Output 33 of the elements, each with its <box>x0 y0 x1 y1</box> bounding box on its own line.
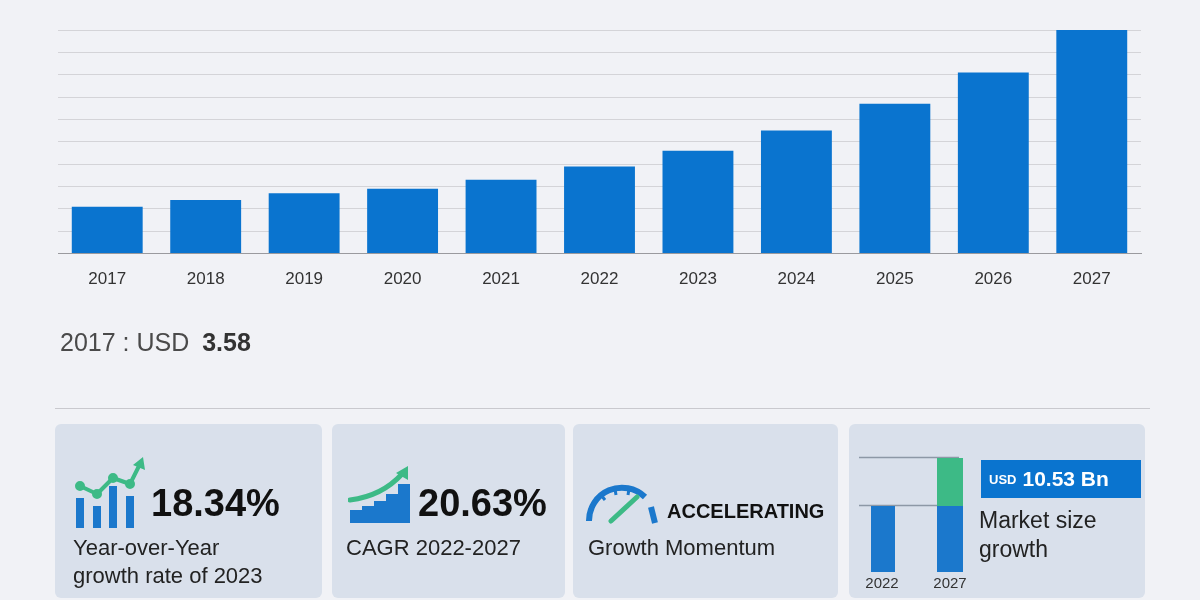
bar <box>268 193 340 254</box>
x-tick-label: 2017 <box>88 269 127 289</box>
bar <box>465 179 537 254</box>
text: 18.34% <box>151 482 280 525</box>
x-tick-label: 2025 <box>875 269 914 289</box>
x-tick-label: 2022 <box>580 269 619 289</box>
bar <box>71 206 143 254</box>
bar <box>564 166 635 254</box>
bar <box>662 150 734 254</box>
x-tick-label: 2024 <box>777 269 816 289</box>
text: Growth Momentum <box>588 534 777 562</box>
x-tick-label: 2018 <box>186 269 225 289</box>
text: Year-over-Year growth rate of 2023 <box>73 534 264 590</box>
bar <box>367 188 439 254</box>
x-tick-label: 2026 <box>974 269 1013 289</box>
bar <box>859 103 931 254</box>
x-tick-label: 2027 <box>1072 269 1111 289</box>
x-tick-label: 2020 <box>383 269 422 289</box>
text: 2017 : USD 3.58 <box>60 328 251 357</box>
bar <box>760 130 832 254</box>
x-tick-label: 2021 <box>482 269 520 289</box>
x-tick-label: 2023 <box>679 269 717 289</box>
text: ACCELERATING <box>667 500 825 523</box>
bar <box>957 72 1029 254</box>
x-tick-label: 2019 <box>285 269 324 289</box>
text: 2022 <box>864 574 900 591</box>
bar <box>1056 30 1128 254</box>
text: CAGR 2022-2027 <box>346 534 522 562</box>
text: 2027 <box>932 574 968 591</box>
text: 20.63% <box>418 482 547 525</box>
bar <box>170 199 242 254</box>
text: Market size growth <box>979 506 1098 564</box>
text: USD 10.53 Bn <box>989 467 1109 491</box>
